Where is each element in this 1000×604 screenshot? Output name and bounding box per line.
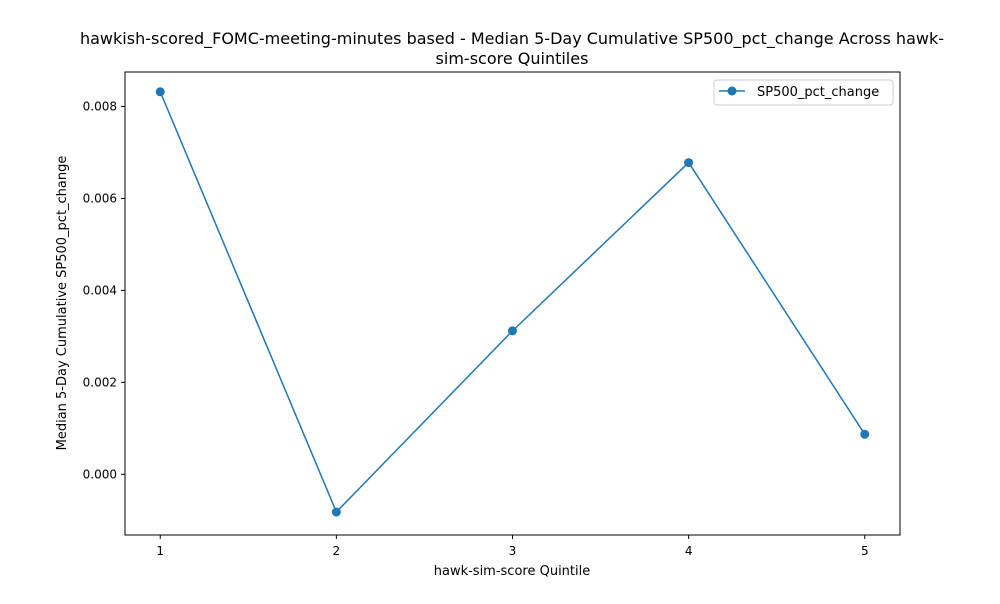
y-tick-label: 0.006 bbox=[83, 191, 117, 205]
x-tick-label: 3 bbox=[509, 544, 517, 558]
x-axis-ticks: 1 2 3 4 5 bbox=[156, 535, 869, 558]
plot-area-frame bbox=[124, 71, 901, 536]
y-tick-label: 0.004 bbox=[83, 283, 117, 297]
data-point-marker bbox=[860, 429, 870, 439]
y-tick-label: 0.008 bbox=[83, 99, 117, 113]
x-tick-label: 2 bbox=[333, 544, 341, 558]
series-line bbox=[159, 91, 866, 513]
x-axis-label: hawk-sim-score Quintile bbox=[434, 564, 591, 579]
y-axis-ticks: 0.000 0.002 0.004 0.006 0.008 bbox=[83, 99, 125, 481]
data-point-marker bbox=[684, 158, 694, 168]
chart-title-line-2: sim-score Quintiles bbox=[436, 49, 589, 68]
y-axis-label: Median 5-Day Cumulative SP500_pct_change bbox=[55, 156, 70, 451]
series-layer bbox=[155, 87, 870, 517]
chart-title-line-1: hawkish-scored_FOMC-meeting-minutes base… bbox=[80, 29, 944, 49]
legend: SP500_pct_change bbox=[713, 79, 894, 106]
x-tick-label: 4 bbox=[685, 544, 693, 558]
legend-box bbox=[713, 79, 894, 106]
x-tick-label: 5 bbox=[861, 544, 869, 558]
data-point-marker bbox=[508, 326, 517, 336]
y-tick-label: 0.002 bbox=[83, 375, 117, 389]
data-point-marker bbox=[155, 87, 165, 97]
legend-label: SP500_pct_change bbox=[757, 85, 879, 100]
x-tick-label: 1 bbox=[156, 544, 164, 558]
legend-marker bbox=[727, 86, 737, 96]
data-point-marker bbox=[331, 507, 341, 517]
y-tick-label: 0.000 bbox=[83, 467, 117, 481]
